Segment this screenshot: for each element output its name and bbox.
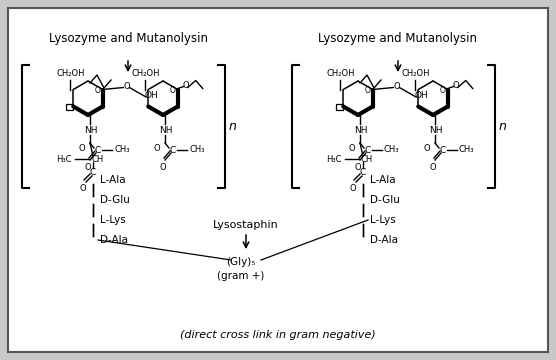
- Text: (Gly)₅: (Gly)₅: [226, 257, 256, 267]
- Text: O: O: [349, 144, 355, 153]
- Text: O: O: [182, 81, 189, 90]
- Text: O: O: [79, 144, 85, 153]
- Text: CH₂OH: CH₂OH: [401, 68, 430, 77]
- Text: D-Ala: D-Ala: [100, 235, 128, 245]
- Text: C: C: [90, 167, 96, 176]
- Text: CH₂OH: CH₂OH: [326, 68, 355, 77]
- Text: O: O: [430, 163, 436, 172]
- Text: O: O: [123, 82, 130, 91]
- Text: C: C: [365, 145, 371, 154]
- Text: n: n: [229, 120, 237, 133]
- Text: CH: CH: [91, 154, 103, 163]
- Text: O: O: [355, 163, 361, 172]
- Text: O: O: [170, 86, 175, 95]
- Text: O: O: [453, 81, 459, 90]
- Text: Lysozyme and Mutanolysin: Lysozyme and Mutanolysin: [319, 32, 478, 45]
- Text: NH: NH: [85, 126, 98, 135]
- Text: L-Ala: L-Ala: [370, 175, 396, 185]
- Text: CH₂OH: CH₂OH: [56, 68, 85, 77]
- FancyBboxPatch shape: [8, 8, 548, 352]
- Bar: [336, 104, 343, 109]
- Text: n: n: [499, 120, 507, 133]
- Text: C: C: [170, 145, 176, 154]
- Text: L-Lys: L-Lys: [100, 215, 126, 225]
- Text: H₃C: H₃C: [326, 154, 342, 163]
- Text: O: O: [95, 86, 100, 95]
- Text: NH: NH: [354, 126, 368, 135]
- Text: OH: OH: [144, 90, 158, 99]
- Text: C: C: [360, 167, 366, 176]
- Text: D-Glu: D-Glu: [370, 195, 400, 205]
- Text: NH: NH: [429, 126, 443, 135]
- Text: O: O: [80, 184, 86, 193]
- Text: O: O: [350, 184, 356, 193]
- Text: CH: CH: [361, 154, 373, 163]
- Text: CH₃: CH₃: [459, 144, 474, 153]
- Text: H₃C: H₃C: [57, 154, 72, 163]
- Text: Lysostaphin: Lysostaphin: [213, 220, 279, 230]
- Text: L-Ala: L-Ala: [100, 175, 126, 185]
- Text: OH: OH: [414, 90, 428, 99]
- Text: (gram +): (gram +): [217, 271, 265, 281]
- Text: (direct cross link in gram negative): (direct cross link in gram negative): [180, 330, 376, 340]
- Text: O: O: [424, 144, 430, 153]
- Text: O: O: [393, 82, 400, 91]
- Text: O: O: [160, 163, 166, 172]
- Text: O: O: [364, 86, 370, 95]
- Text: CH₃: CH₃: [384, 144, 400, 153]
- Text: O: O: [153, 144, 160, 153]
- Text: O: O: [85, 163, 91, 172]
- Text: C: C: [95, 145, 101, 154]
- Text: L-Lys: L-Lys: [370, 215, 396, 225]
- Text: Lysozyme and Mutanolysin: Lysozyme and Mutanolysin: [48, 32, 207, 45]
- Text: CH₂OH: CH₂OH: [131, 68, 160, 77]
- Text: C: C: [440, 145, 446, 154]
- Text: CH₃: CH₃: [114, 144, 130, 153]
- Text: D-Ala: D-Ala: [370, 235, 398, 245]
- Text: D-Glu: D-Glu: [100, 195, 130, 205]
- Bar: [66, 104, 73, 109]
- Text: O: O: [439, 86, 445, 95]
- Text: NH: NH: [159, 126, 173, 135]
- Text: CH₃: CH₃: [189, 144, 205, 153]
